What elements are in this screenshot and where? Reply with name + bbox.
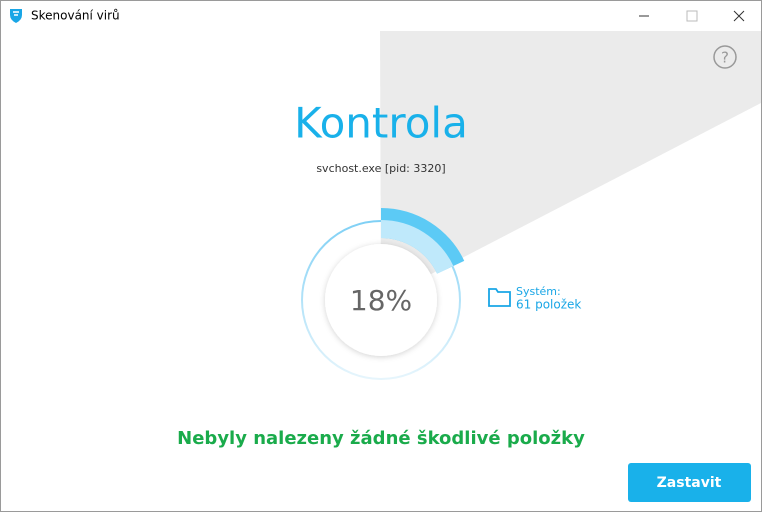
maximize-button[interactable] [686,10,698,22]
progress-arc-inner [381,220,454,274]
app-icon-mark [13,11,19,16]
folder-icon [488,288,511,307]
window-title: Skenování virů [31,9,120,23]
stop-button[interactable] [628,463,751,502]
background-wedge [380,31,761,300]
app-icon [10,9,22,23]
progress-label: 18% [350,284,412,317]
status-message: Nebyly nalezeny žádné škodlivé položky [177,428,585,449]
stop-button-label[interactable]: Zastavit [657,475,722,491]
process-name: svchost.exe [pid: 3320] [316,162,445,175]
heading: Kontrola [294,99,468,148]
close-button[interactable] [733,10,745,22]
help-icon[interactable]: ? [721,49,729,67]
location-count: 61 položek [516,298,581,312]
progress-core [325,244,437,356]
help-button[interactable] [713,45,737,69]
location-label: Systém: [516,285,561,298]
